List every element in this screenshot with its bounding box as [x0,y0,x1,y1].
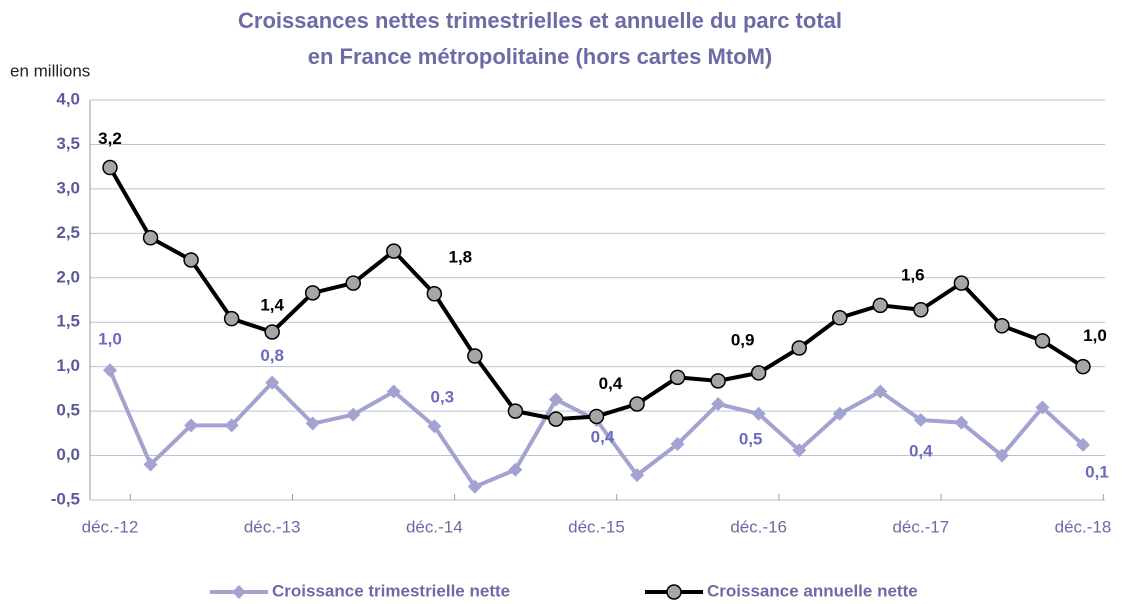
marker [386,384,401,399]
data-label: 0,4 [591,427,615,446]
data-label: 1,6 [901,265,925,284]
marker [670,437,685,451]
data-label: 1,8 [449,247,473,266]
x-tick-label: déc.-15 [568,517,625,536]
marker [467,348,483,364]
marker [873,384,888,399]
marker [832,406,847,421]
y-tick-label: 4,0 [56,89,80,108]
marker [224,418,239,433]
y-tick-label: 0,0 [56,445,80,464]
marker [954,415,969,430]
marker [223,310,240,327]
marker [548,411,564,427]
chart-subtitle: en France métropolitaine (hors cartes Mt… [308,44,773,69]
x-tick-label: déc.-12 [82,517,139,536]
marker [183,252,199,268]
y-tick-label: 2,5 [56,223,80,242]
data-label: 0,3 [431,388,455,407]
data-label: 1,4 [260,295,284,314]
marker [792,443,807,458]
marker [751,406,766,421]
y-tick-label: 0,5 [56,401,80,420]
data-label: 3,2 [98,129,122,148]
data-label: 1,0 [1083,326,1107,345]
marker [346,407,361,422]
data-label: 1,0 [98,330,122,349]
y-tick-label: 2,0 [56,267,80,286]
marker [507,403,524,419]
marker [953,275,970,291]
marker [1035,400,1050,415]
x-tick-label: déc.-17 [892,517,949,536]
x-tick-label: déc.-16 [730,517,787,536]
marker [629,396,645,412]
data-label: 0,8 [260,346,284,365]
marker [994,448,1009,463]
y-tick-label: 1,0 [56,356,80,375]
data-label: 0,1 [1085,462,1109,481]
marker [994,318,1010,334]
marker [711,397,726,411]
marker [102,159,118,176]
marker [548,392,563,407]
marker [872,297,889,314]
series-line [108,166,1085,422]
marker [426,286,443,302]
y-tick-label: 1,5 [56,312,80,331]
marker [508,462,523,477]
marker [630,468,645,483]
marker [1075,358,1091,375]
marker [913,413,928,427]
legend-label: Croissance trimestrielle nette [272,581,510,600]
marker [669,369,686,386]
marker [264,324,280,340]
chart-title: Croissances nettes trimestrielles et ann… [238,8,842,33]
x-tick-label: déc.-14 [406,517,463,536]
marker [103,363,117,378]
y-axis-label: en millions [10,61,90,80]
x-tick-label: déc.-13 [244,517,301,536]
data-label: 0,5 [739,429,763,448]
data-label: 0,4 [909,441,933,460]
legend-label: Croissance annuelle nette [707,581,918,600]
marker [913,302,929,318]
marker [184,418,199,433]
marker [142,230,159,246]
marker [386,243,402,259]
marker [305,416,320,431]
marker [345,275,361,291]
marker [304,285,321,301]
x-tick-label: déc.-18 [1055,517,1112,536]
y-tick-label: 3,5 [56,134,80,153]
data-label: 0,9 [731,330,755,349]
marker [588,408,605,425]
marker [467,479,482,494]
marker [832,310,848,326]
data-label: 0,4 [599,374,623,393]
marker [750,365,767,381]
marker [710,373,726,389]
marker [143,457,158,472]
legend-marker [232,585,246,599]
marker [427,419,442,434]
marker [1076,437,1090,452]
y-tick-label: -0,5 [51,489,80,508]
y-tick-label: 3,0 [56,178,80,197]
marker [1034,333,1051,349]
legend-marker [666,584,682,600]
marker [791,340,807,356]
marker [265,375,280,390]
